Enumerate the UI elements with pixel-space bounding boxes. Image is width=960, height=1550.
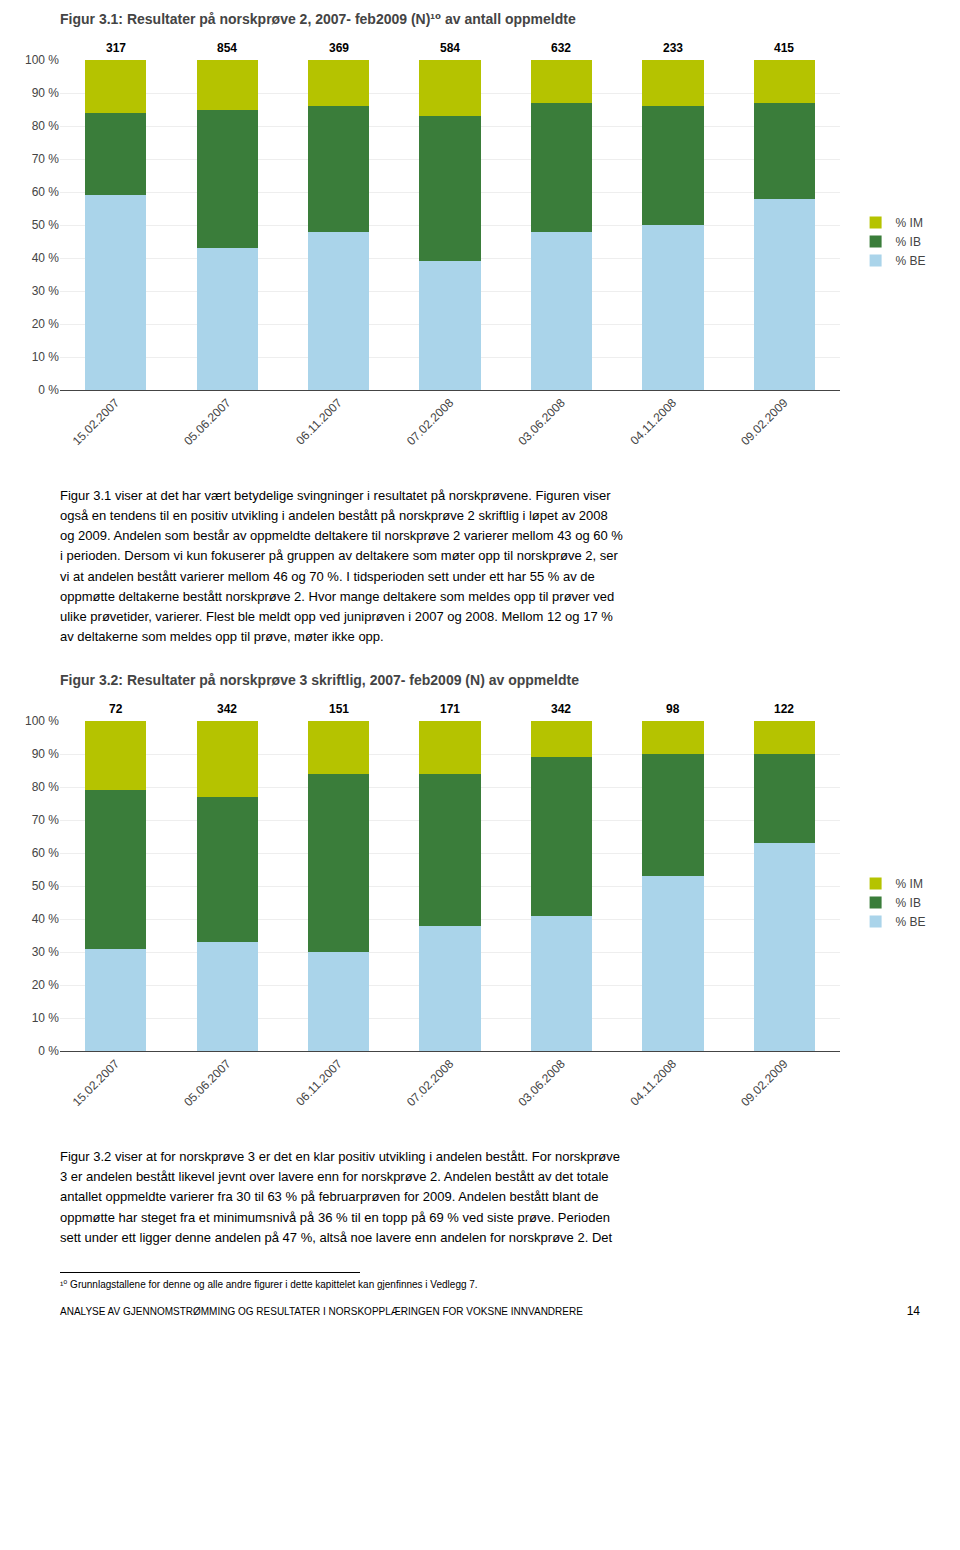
svg-text:50 %: 50 %	[32, 879, 60, 893]
svg-text:80 %: 80 %	[32, 780, 60, 794]
svg-text:342: 342	[217, 702, 237, 716]
svg-text:15.02.2007: 15.02.2007	[70, 396, 123, 449]
svg-text:854: 854	[217, 41, 237, 55]
svg-text:20 %: 20 %	[32, 317, 60, 331]
svg-text:09.02.2009: 09.02.2009	[738, 396, 791, 449]
html-text:14: 14	[906, 1303, 920, 1318]
svg-text:233: 233	[663, 41, 683, 55]
svg-text:Figur 3.2: Resultater på norsk: Figur 3.2: Resultater på norskprøve 3 sk…	[60, 672, 579, 688]
svg-text:05.06.2007: 05.06.2007	[181, 396, 234, 449]
svg-text:10 %: 10 %	[32, 350, 60, 364]
html-text:¹⁰ Grunnlagstallene for denne: ¹⁰ Grunnlagstallene for denne og alle an…	[60, 1278, 478, 1290]
svg-text:30 %: 30 %	[32, 945, 60, 959]
svg-text:90 %: 90 %	[32, 86, 60, 100]
svg-text:% BE: % BE	[896, 254, 926, 268]
svg-text:122: 122	[774, 702, 794, 716]
svg-text:04.11.2008: 04.11.2008	[627, 396, 679, 448]
svg-text:100 %: 100 %	[25, 714, 59, 728]
svg-text:% IM: % IM	[896, 877, 923, 891]
svg-text:07.02.2008: 07.02.2008	[404, 396, 457, 449]
svg-text:40 %: 40 %	[32, 912, 60, 926]
svg-text:98: 98	[666, 702, 680, 716]
svg-text:0 %: 0 %	[38, 383, 59, 397]
svg-text:0 %: 0 %	[38, 1044, 59, 1058]
svg-text:Figur 3.1: Resultater på norsk: Figur 3.1: Resultater på norskprøve 2, 2…	[60, 11, 576, 27]
svg-text:06.11.2007: 06.11.2007	[293, 1057, 345, 1109]
svg-text:100 %: 100 %	[25, 53, 59, 67]
svg-text:% IM: % IM	[896, 216, 923, 230]
svg-text:03.06.2008: 03.06.2008	[515, 1057, 568, 1110]
svg-text:03.06.2008: 03.06.2008	[515, 396, 568, 449]
svg-text:% IB: % IB	[896, 235, 921, 249]
svg-text:15.02.2007: 15.02.2007	[70, 1057, 123, 1110]
svg-text:50 %: 50 %	[32, 218, 60, 232]
svg-text:70 %: 70 %	[32, 152, 60, 166]
svg-text:09.02.2009: 09.02.2009	[738, 1057, 791, 1110]
svg-text:171: 171	[440, 702, 460, 716]
svg-text:07.02.2008: 07.02.2008	[404, 1057, 457, 1110]
svg-text:30 %: 30 %	[32, 284, 60, 298]
svg-text:70 %: 70 %	[32, 813, 60, 827]
html-text:Figur 3.2 viser at for norskpr: Figur 3.2 viser at for norskprøve 3 er d…	[60, 1149, 620, 1245]
svg-text:415: 415	[774, 41, 794, 55]
svg-text:04.11.2008: 04.11.2008	[627, 1057, 679, 1109]
svg-text:632: 632	[551, 41, 571, 55]
html-text:ANALYSE AV GJENNOMSTRØMMING OG: ANALYSE AV GJENNOMSTRØMMING OG RESULTATE…	[60, 1305, 583, 1317]
svg-text:72: 72	[109, 702, 123, 716]
svg-text:342: 342	[551, 702, 571, 716]
svg-text:80 %: 80 %	[32, 119, 60, 133]
svg-text:% IB: % IB	[896, 896, 921, 910]
svg-text:% BE: % BE	[896, 915, 926, 929]
svg-text:60 %: 60 %	[32, 185, 60, 199]
svg-text:151: 151	[329, 702, 349, 716]
svg-text:584: 584	[440, 41, 460, 55]
svg-text:317: 317	[106, 41, 126, 55]
svg-text:05.06.2007: 05.06.2007	[181, 1057, 234, 1110]
svg-text:10 %: 10 %	[32, 1011, 60, 1025]
svg-text:06.11.2007: 06.11.2007	[293, 396, 345, 448]
svg-text:90 %: 90 %	[32, 747, 60, 761]
svg-text:60 %: 60 %	[32, 846, 60, 860]
svg-text:40 %: 40 %	[32, 251, 60, 265]
svg-text:369: 369	[329, 41, 349, 55]
svg-text:20 %: 20 %	[32, 978, 60, 992]
html-text:Figur 3.1 viser at det har vær: Figur 3.1 viser at det har vært betydeli…	[60, 488, 623, 644]
